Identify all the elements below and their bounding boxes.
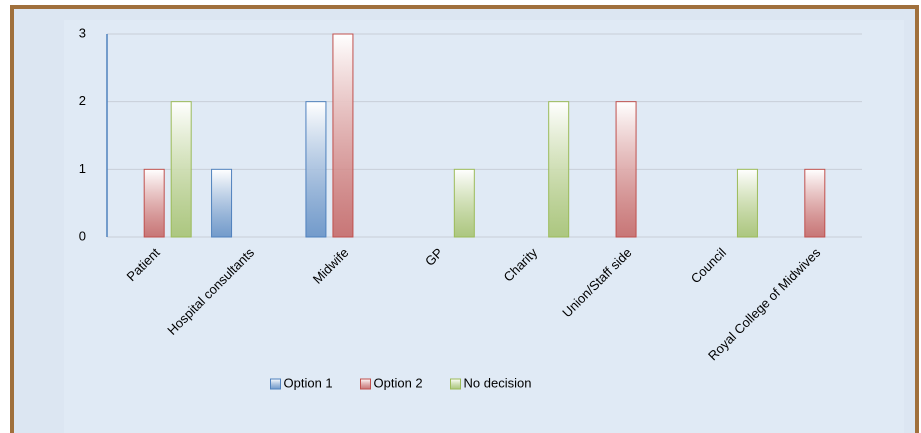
legend-swatch bbox=[360, 378, 371, 390]
bar bbox=[736, 168, 758, 238]
legend-label: Option 1 bbox=[284, 375, 333, 390]
bar bbox=[615, 101, 637, 238]
y-tick-label: 1 bbox=[79, 161, 86, 176]
bar bbox=[804, 168, 826, 238]
y-tick-label: 2 bbox=[79, 93, 86, 108]
bar bbox=[548, 101, 570, 238]
bar bbox=[143, 168, 165, 238]
bar bbox=[170, 101, 192, 238]
bar bbox=[305, 101, 327, 238]
plot-background bbox=[64, 20, 904, 433]
legend-swatch bbox=[450, 378, 461, 390]
legend-label: No decision bbox=[464, 375, 532, 390]
bar bbox=[211, 168, 233, 238]
y-tick-label: 3 bbox=[79, 25, 86, 40]
bar bbox=[332, 33, 354, 238]
legend-swatch bbox=[270, 378, 281, 390]
bar bbox=[453, 168, 475, 238]
legend-label: Option 2 bbox=[374, 375, 423, 390]
y-tick-label: 0 bbox=[79, 228, 86, 243]
